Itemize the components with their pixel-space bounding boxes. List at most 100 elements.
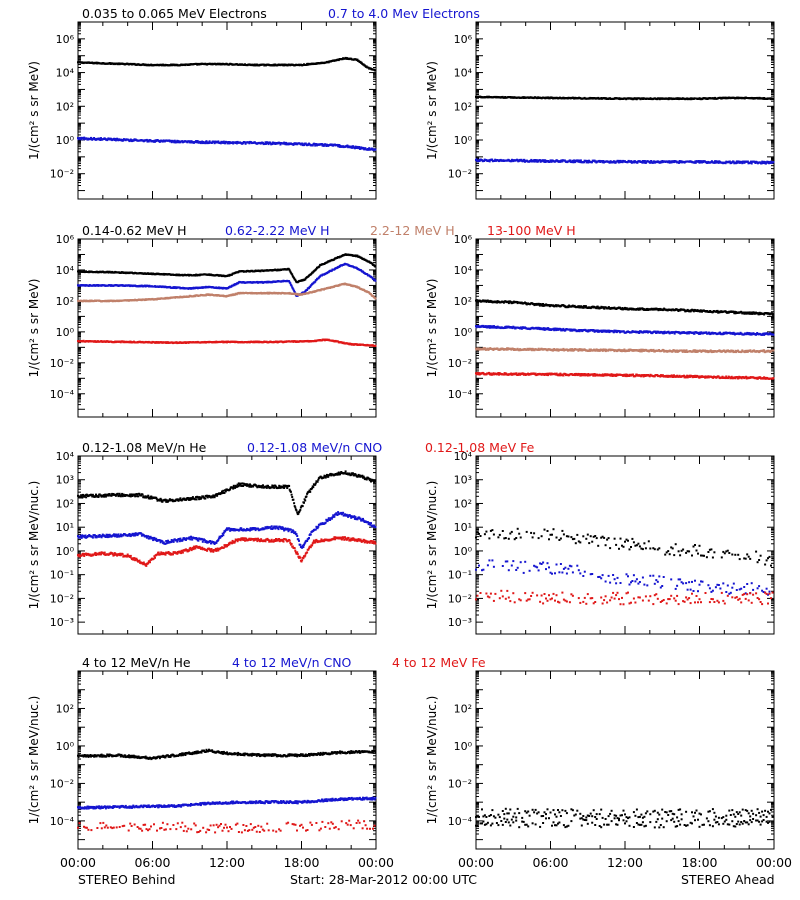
data-point [227, 141, 230, 143]
data-point [176, 139, 179, 142]
data-point [293, 291, 296, 293]
data-point [288, 280, 291, 283]
data-point [559, 160, 562, 163]
data-point [232, 142, 235, 145]
data-point [593, 159, 596, 162]
data-point [735, 160, 738, 163]
data-point [190, 141, 192, 144]
data-point [612, 161, 615, 164]
data-point [576, 159, 579, 162]
data-point [735, 162, 738, 165]
data-point [284, 143, 287, 146]
data-point [750, 162, 753, 165]
data-point [620, 308, 623, 311]
data-point [591, 161, 594, 164]
data-point [310, 272, 313, 275]
data-point [483, 160, 486, 162]
data-point [602, 160, 605, 162]
data-point [321, 143, 323, 146]
plot-panel: 10⁶ 10⁴ 10² 10⁰ 10⁻² 10⁻⁴ 1/(cm² s sr MeV) [425, 233, 775, 418]
data-point [201, 142, 204, 145]
data-point [289, 282, 292, 285]
data-point [609, 160, 612, 163]
data-point [767, 160, 770, 163]
data-series [77, 136, 377, 152]
data-point [294, 278, 297, 281]
data-point [485, 300, 488, 303]
data-point [542, 303, 544, 305]
data-point [114, 137, 117, 140]
data-point [598, 159, 601, 162]
data-point [288, 269, 291, 272]
data-point [621, 307, 624, 309]
data-point [350, 145, 353, 148]
data-point [643, 161, 646, 164]
y-tick-label: 10⁴ [454, 264, 473, 277]
data-point [231, 141, 234, 144]
data-point [368, 147, 371, 150]
data-point [145, 138, 148, 141]
data-point [170, 141, 173, 144]
data-point [311, 144, 314, 147]
y-tick-label: 10⁰ [56, 326, 75, 339]
data-point [303, 144, 305, 147]
data-point [596, 305, 599, 308]
data-point [563, 304, 566, 307]
data-point [579, 306, 582, 309]
data-point [325, 145, 328, 147]
data-series [475, 95, 775, 101]
data-point [371, 276, 374, 279]
data-point [230, 285, 233, 288]
data-point [147, 140, 150, 143]
legend-entry: 13-100 MeV H [487, 223, 576, 238]
data-point [585, 161, 588, 164]
data-point [204, 142, 207, 145]
data-point [532, 159, 535, 162]
data-point [736, 161, 739, 164]
data-point [633, 161, 636, 164]
y-tick-label: 10⁰ [454, 134, 473, 147]
data-point [717, 160, 720, 163]
data-point [374, 265, 377, 268]
data-point [583, 305, 586, 308]
data-point [173, 141, 176, 144]
data-point [244, 142, 247, 145]
data-point [356, 58, 359, 61]
data-point [82, 138, 85, 141]
data-point [363, 148, 366, 151]
y-axis-label: 1/(cm² s sr MeV) [27, 279, 41, 378]
data-point [306, 289, 309, 291]
data-point [617, 161, 620, 164]
data-point [701, 161, 703, 164]
data-point [271, 141, 274, 144]
data-series [77, 262, 377, 297]
data-series [475, 158, 775, 165]
data-point [668, 160, 671, 163]
data-point [217, 140, 220, 143]
data-point [99, 139, 102, 141]
data-point [233, 284, 236, 287]
data-point [309, 285, 312, 288]
data-point [228, 142, 231, 145]
data-point [154, 140, 156, 143]
data-point [601, 161, 604, 164]
y-tick-label: 10² [56, 295, 74, 308]
data-point [539, 160, 542, 163]
data-point [289, 270, 292, 273]
data-point [205, 140, 208, 143]
data-point [359, 147, 362, 150]
legend-entry: 2.2-12 MeV H [370, 223, 455, 238]
data-point [694, 161, 697, 164]
data-point [116, 137, 119, 140]
data-point [170, 140, 173, 142]
data-point [314, 144, 317, 147]
data-point [114, 139, 117, 142]
data-point [538, 304, 541, 307]
data-point [189, 140, 192, 143]
data-point [216, 141, 219, 144]
data-point [535, 159, 538, 162]
y-tick-label: 10⁰ [454, 326, 473, 339]
data-point [669, 160, 672, 163]
data-point [699, 161, 702, 164]
